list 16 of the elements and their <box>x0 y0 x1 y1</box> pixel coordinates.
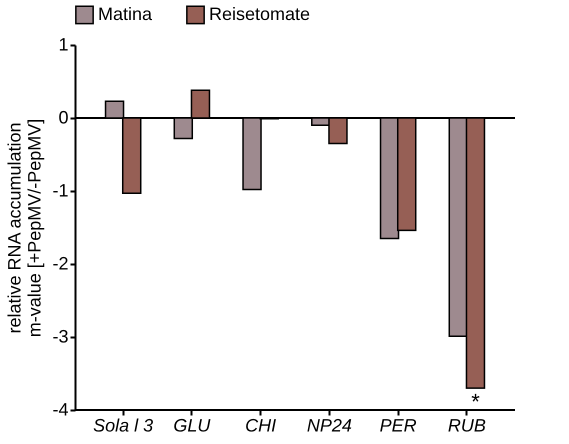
y-axis-title: relative RNA accumulation m-value [+PepMV/-PepMV] <box>4 118 44 338</box>
legend-label: Matina <box>98 4 154 24</box>
y-tick-label: -4 <box>52 400 68 420</box>
x-tick-label: RUB <box>448 416 486 436</box>
y-tick-label: -1 <box>52 180 68 200</box>
y-tick-label: -3 <box>52 326 68 346</box>
x-tick-label: CHI <box>245 416 276 436</box>
annotation: * <box>471 389 480 414</box>
x-tick-label: Sola l 3 <box>93 416 154 436</box>
x-tick-label: GLU <box>173 416 212 436</box>
x-tick-label: NP24 <box>306 416 352 436</box>
x-tick-label: PER <box>380 416 417 436</box>
y-tick-label: 0 <box>58 108 68 128</box>
legend-label: Reisetomate <box>209 4 310 24</box>
y-tick-label: 1 <box>58 34 68 54</box>
y-tick-label: -2 <box>52 254 68 274</box>
